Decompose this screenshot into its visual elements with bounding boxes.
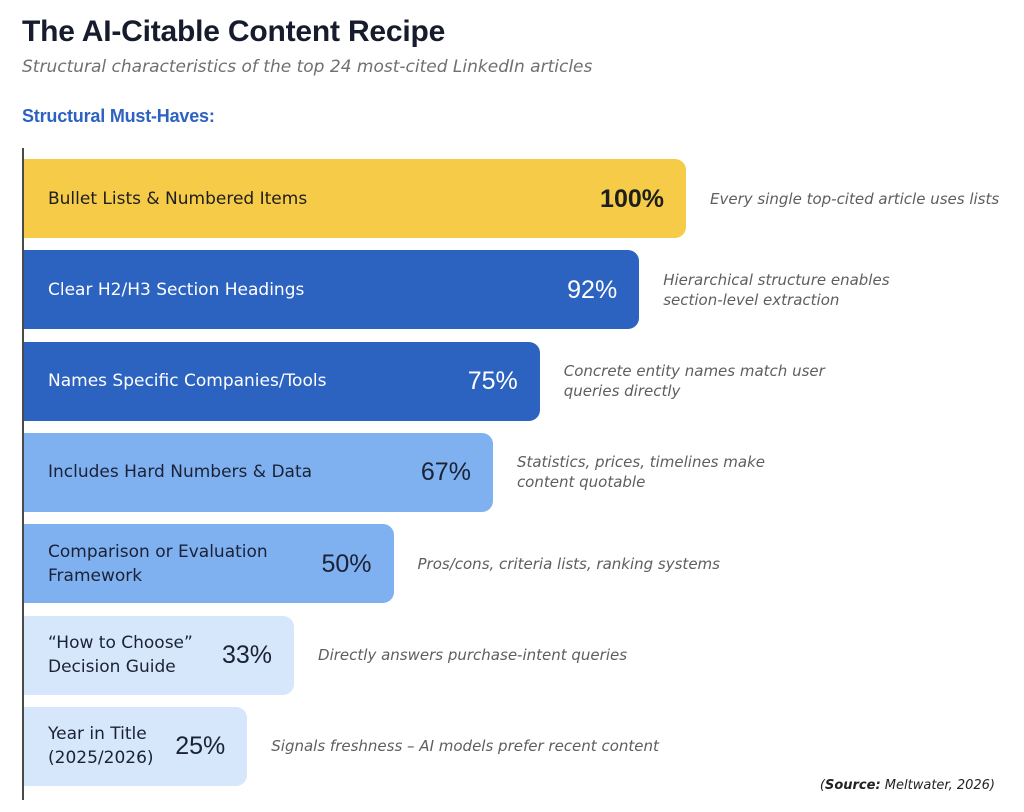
bar-row-1: Bullet Lists & Numbered Items 100% Every s… [23,159,1013,238]
bar-6-value-label: 33% [222,641,273,670]
bar-7-annotation: Signals freshness – AI models prefer rec… [271,737,659,756]
bar-6: “How to Choose” Decision Guide 33% [23,615,295,695]
bar-4-annotation: Statistics, prices, timelines make conte… [516,453,765,492]
source-label: Source: [824,778,881,793]
bar-row-3: Names Specific Companies/Tools 75% Concret… [23,341,1013,421]
bar-5: Comparison or Evaluation Framework 50% [23,524,394,604]
bar-5-annotation: Pros/cons, criteria lists, ranking syste… [417,554,720,573]
bar-1-value-label: 100% [600,184,664,213]
bar-row-7: Year in Title (2025/2026) 25% Signals fres… [23,706,1013,786]
bar-row-5: Comparison or Evaluation Framework 50% Pro… [23,524,1013,604]
bar-5-value-label: 50% [321,549,372,578]
bar-row-2: Clear H2/H3 Section Headings 92% Hierarchi… [23,250,1013,330]
bar-chart: Bullet Lists & Numbered Items 100% Every s… [23,159,1013,798]
source-text: Meltwater, 2026 [884,778,990,793]
bar-2-value-label: 92% [567,275,618,304]
bar-3: Names Specific Companies/Tools 75% [23,341,540,421]
bar-4-category-label: Includes Hard Numbers & Data [48,462,313,483]
bar-1-category-label: Bullet Lists & Numbered Items [48,188,308,209]
source-close-paren: ) [989,778,995,793]
bar-3-annotation: Concrete entity names match user queries… [563,362,825,401]
category-axis-line [22,148,24,800]
chart-subtitle: Structural characteristics of the top 24… [22,57,593,77]
bar-7: Year in Title (2025/2026) 25% [23,706,248,786]
source-open-paren: ( [819,778,825,793]
bar-1: Bullet Lists & Numbered Items 100% [23,159,686,238]
bar-6-category-label: “How to Choose” Decision Guide [48,633,193,678]
bar-4-value-label: 67% [420,458,471,487]
source-note: (Source: Meltwater, 2026) [820,776,995,796]
bar-1-annotation: Every single top-cited article uses list… [710,189,1000,208]
bar-7-value-label: 25% [175,732,226,761]
bar-2-category-label: Clear H2/H3 Section Headings [48,279,305,300]
bar-3-category-label: Names Specific Companies/Tools [48,371,327,392]
bar-4: Includes Hard Numbers & Data 67% [23,432,493,512]
bar-row-6: “How to Choose” Decision Guide 33% Directl… [23,615,1013,695]
bar-7-category-label: Year in Title (2025/2026) [48,724,154,769]
section-heading: Structural Must-Haves: [22,106,215,126]
bar-2-annotation: Hierarchical structure enables section-l… [663,270,890,309]
bar-6-annotation: Directly answers purchase-intent queries [318,646,628,665]
chart-title: The AI-Citable Content Recipe [22,15,446,48]
bar-row-4: Includes Hard Numbers & Data 67% Statistic… [23,432,1013,512]
bar-5-category-label: Comparison or Evaluation Framework [48,541,268,586]
bar-2: Clear H2/H3 Section Headings 92% [23,250,640,330]
bar-3-value-label: 75% [467,367,518,396]
